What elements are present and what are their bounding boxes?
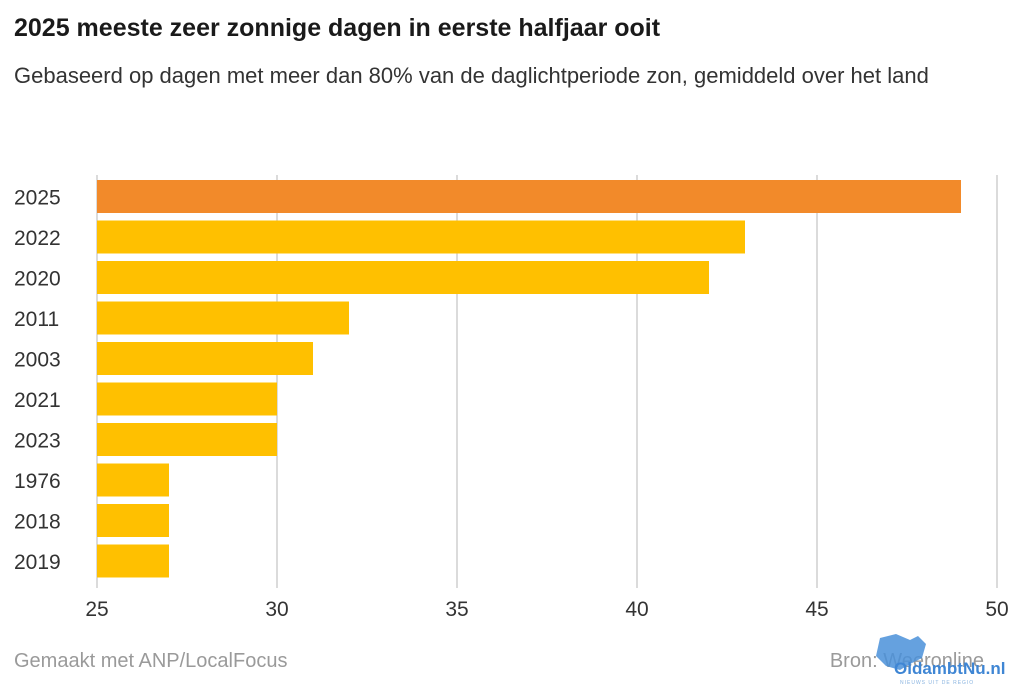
x-tick-label: 35 [445,598,468,621]
category-label: 2022 [14,227,61,250]
watermark-tagline: NIEUWS UIT DE REGIO [900,680,974,686]
bar [97,342,313,375]
watermark-name: OldambtNu.nl [894,659,1005,678]
category-label: 2019 [14,551,61,574]
x-tick-label: 25 [85,598,108,621]
category-label: 2011 [14,308,59,331]
x-tick-label: 30 [265,598,288,621]
bar [97,220,745,254]
chart-subtitle: Gebaseerd op dagen met meer dan 80% van … [14,63,929,88]
category-label: 2021 [14,389,61,412]
x-tick-label: 50 [985,598,1008,621]
category-label: 2003 [14,349,61,372]
category-label: 2020 [14,268,61,291]
x-tick-label: 40 [625,598,648,621]
category-label: 2018 [14,511,61,534]
province-map-icon [876,634,926,670]
oldambtnu-watermark: OldambtNu.nl NIEUWS UIT DE REGIO [876,634,1005,686]
chart-title: 2025 meeste zeer zonnige dagen in eerste… [14,14,661,42]
bar [97,504,169,537]
category-label: 2025 [14,187,61,210]
bar [97,261,709,294]
bar [97,382,277,416]
category-label: 1976 [14,470,61,493]
bar [97,423,277,456]
category-label: 2023 [14,430,61,453]
bar [97,180,961,213]
bar [97,301,349,335]
footer-made-with: Gemaakt met ANP/LocalFocus [14,650,288,672]
bar [97,463,169,497]
x-tick-label: 45 [805,598,828,621]
bar [97,544,169,578]
